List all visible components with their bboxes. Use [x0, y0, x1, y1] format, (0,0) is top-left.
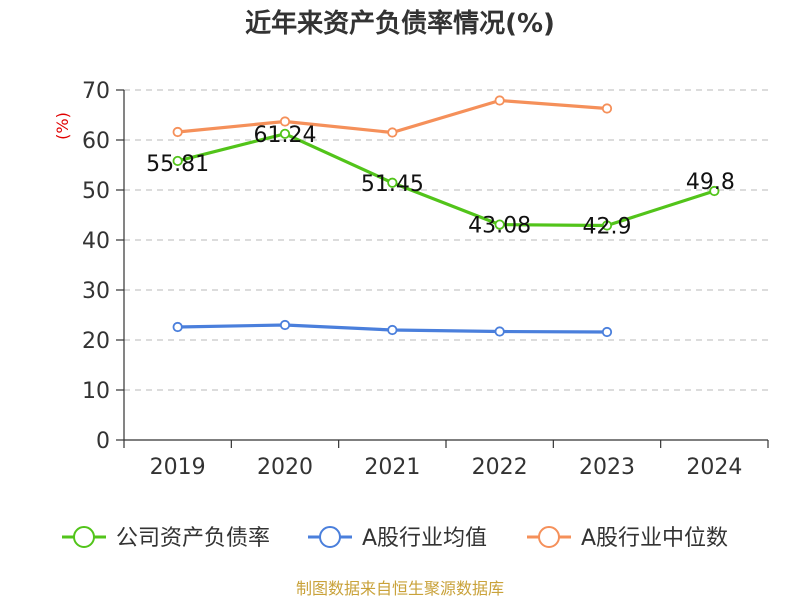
data-label: 61.24 — [254, 123, 317, 148]
data-point[interactable] — [709, 185, 720, 197]
y-tick-label: 50 — [82, 179, 110, 204]
legend-label: 公司资产负债率 — [116, 526, 270, 551]
data-label: 49.8 — [686, 170, 735, 195]
legend-item[interactable]: 公司资产负债率 — [62, 526, 270, 551]
legend[interactable]: 公司资产负债率 A股行业均值 A股行业中位数 — [62, 526, 728, 551]
data-point[interactable] — [601, 220, 613, 231]
series-group — [172, 95, 720, 338]
x-tick-label: 2024 — [686, 455, 742, 480]
legend-item[interactable]: A股行业均值 — [308, 526, 487, 551]
y-tick-label: 70 — [82, 79, 110, 104]
data-point[interactable] — [279, 116, 291, 127]
series-line — [177, 132, 715, 228]
y-axis-unit: (%) — [53, 112, 72, 140]
data-point[interactable] — [387, 324, 398, 336]
y-tick-label: 30 — [82, 279, 110, 304]
y-tick-label: 20 — [82, 329, 110, 354]
data-point[interactable] — [172, 321, 183, 333]
axes: 0 10 20 30 40 50 60 70 2019 2020 2021 2022 2023 2024 — [82, 79, 769, 480]
x-tick-label: 2020 — [257, 455, 313, 480]
y-tick-label: 0 — [96, 429, 110, 454]
y-tick-label: 10 — [82, 379, 110, 404]
legend-label: A股行业均值 — [362, 526, 487, 551]
data-label: 42.9 — [583, 215, 632, 240]
x-tick-label: 2023 — [579, 455, 635, 480]
data-point[interactable] — [279, 128, 291, 139]
data-point[interactable] — [172, 126, 183, 138]
x-tick-label: 2021 — [364, 455, 420, 480]
data-point[interactable] — [172, 155, 183, 167]
data-point[interactable] — [494, 326, 505, 337]
data-label: 55.81 — [146, 152, 209, 177]
legend-circle-marker — [319, 526, 341, 548]
y-tick-label: 60 — [82, 129, 110, 154]
data-point[interactable] — [279, 319, 291, 331]
data-point[interactable] — [387, 127, 398, 138]
legend-circle-marker — [538, 526, 560, 548]
x-tick-label: 2019 — [150, 455, 206, 480]
legend-circle-marker — [73, 526, 95, 548]
data-label: 51.45 — [361, 172, 424, 197]
data-point[interactable] — [601, 326, 613, 338]
data-labels: 55.81 61.24 51.45 43.08 42.9 49.8 — [146, 123, 735, 240]
data-point[interactable] — [601, 103, 613, 114]
data-point[interactable] — [494, 219, 505, 230]
x-tick-label: 2022 — [472, 455, 528, 480]
data-point[interactable] — [387, 177, 398, 188]
data-label: 43.08 — [468, 214, 531, 239]
legend-item[interactable]: A股行业中位数 — [527, 526, 728, 551]
chart-title: 近年来资产负债率情况(%) — [245, 8, 555, 39]
legend-label: A股行业中位数 — [581, 526, 728, 551]
gridlines — [124, 89, 768, 391]
data-point[interactable] — [494, 95, 505, 106]
y-tick-label: 40 — [82, 229, 110, 254]
source-note: 制图数据来自恒生聚源数据库 — [296, 579, 504, 598]
